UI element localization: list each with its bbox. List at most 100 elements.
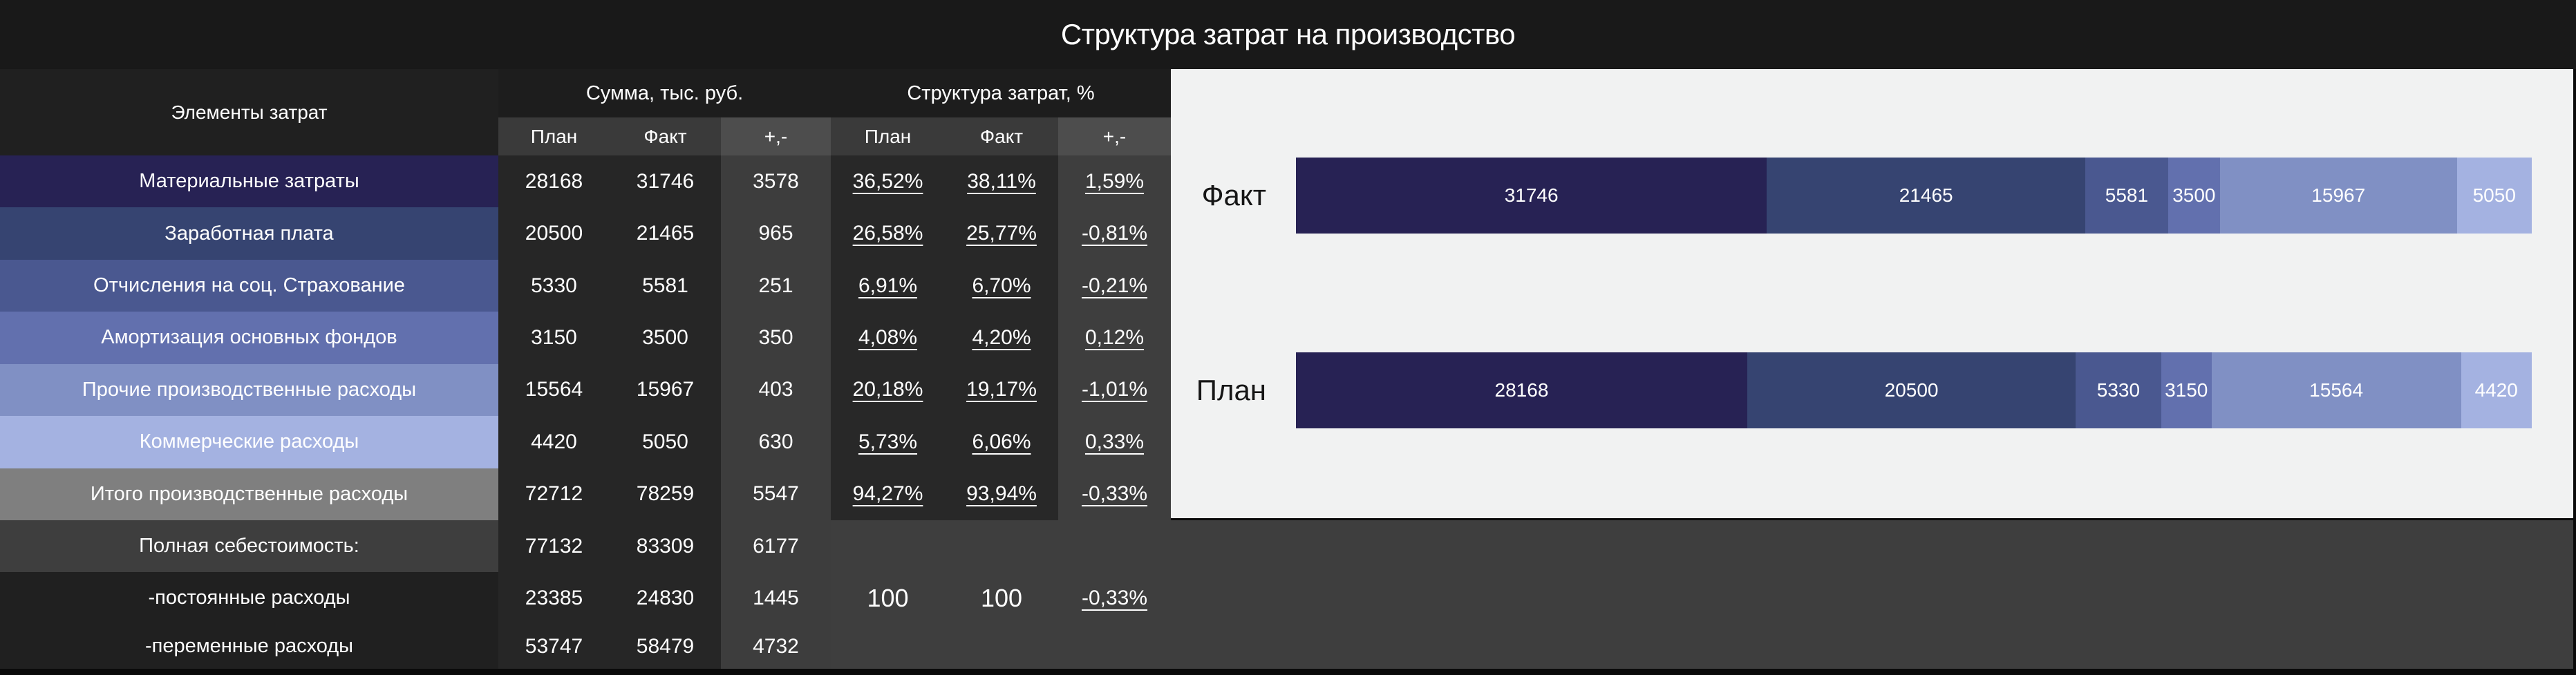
cell-delta: 3578	[721, 155, 831, 208]
table-header: Элементы затрат Сумма, тыс. руб. План Фа…	[0, 69, 1171, 155]
cell-plan: 5330	[498, 259, 610, 312]
totals-rows: Полная себестоимость: 77132 83309 6177 -пост…	[0, 520, 2573, 669]
cell-plan-percent[interactable]: 94,27%	[831, 468, 945, 520]
cell-fact-percent[interactable]: 38,11%	[945, 155, 1058, 208]
cell-plan-percent[interactable]: 36,52%	[831, 155, 945, 208]
cell-fact-percent[interactable]: 19,17%	[945, 363, 1058, 417]
cell-delta: 350	[721, 312, 831, 364]
bar-segment[interactable]: 20500	[1747, 352, 2076, 428]
bar-row-plan: План 28168 20500 5330 3150 15564 4420	[1171, 352, 2573, 428]
totals-row-label: Полная себестоимость:	[139, 535, 359, 557]
cell-delta-percent[interactable]: -0,21%	[1058, 259, 1171, 312]
bar-track-plan: 28168 20500 5330 3150 15564 4420	[1296, 352, 2532, 428]
cell-delta-percent[interactable]: 0,33%	[1058, 416, 1171, 468]
totals-row-label: -постоянные расходы	[0, 572, 498, 624]
total-delta-percent[interactable]: -0,33%	[1081, 586, 1148, 609]
table-row: Амортизация основных фондов 3150 3500 350 4,…	[0, 312, 1171, 364]
page-title: Структура затрат на производство	[1060, 18, 1516, 50]
row-label: Амортизация основных фондов	[0, 312, 498, 364]
cell-fact: 15967	[610, 363, 721, 417]
cell-delta-percent[interactable]: 1,59%	[1058, 155, 1171, 208]
totals-row: Полная себестоимость: 77132 83309 6177	[0, 520, 2573, 572]
cell-plan-percent[interactable]: 20,18%	[831, 363, 945, 417]
cell-fact: 21465	[610, 207, 721, 260]
bar-segment[interactable]: 3150	[2161, 352, 2212, 428]
cell-delta: 403	[721, 363, 831, 417]
group-header-sum: Сумма, тыс. руб.	[498, 69, 831, 117]
bar-segment[interactable]: 28168	[1296, 352, 1747, 428]
table-row: Заработная плата 20500 21465 965 26,58% 25,77…	[0, 207, 1171, 260]
column-group-structure: Структура затрат, % План Факт +,-	[831, 69, 1171, 155]
subheader-delta: +,-	[721, 117, 831, 155]
bar-segment[interactable]: 31746	[1296, 158, 1767, 234]
column-group-sum: Сумма, тыс. руб. План Факт +,-	[498, 69, 831, 155]
bar-category-label-plan: План	[1196, 374, 1266, 406]
subheader-fact: Факт	[610, 117, 721, 155]
bar-segment[interactable]: 15564	[2211, 352, 2461, 428]
cell-delta: 4732	[721, 624, 831, 669]
cell-delta-percent[interactable]: -0,33%	[1058, 468, 1171, 520]
cell-fact: 83309	[610, 520, 721, 572]
bar-segment[interactable]: 5050	[2456, 158, 2532, 234]
table-row: Прочие производственные расходы 15564 1596…	[0, 363, 1171, 417]
cell-delta-percent[interactable]: -1,01%	[1058, 363, 1171, 417]
cell-fact-percent[interactable]: 6,70%	[945, 259, 1058, 312]
totals-row: -постоянные расходы 23385 24830 1445	[0, 572, 2573, 624]
total-fact-percent: 100	[980, 583, 1023, 612]
cell-delta-percent[interactable]: 0,12%	[1058, 312, 1171, 364]
bar-segment[interactable]: 4420	[2461, 352, 2532, 428]
table-row: Отчисления на соц. Страхование 5330 5581 25…	[0, 259, 1171, 312]
cell-delta: 5547	[721, 468, 831, 520]
cost-table: Элементы затрат Сумма, тыс. руб. План Фа…	[0, 69, 1171, 520]
cell-plan-percent[interactable]: 6,91%	[831, 259, 945, 312]
bar-segment[interactable]: 5581	[2085, 158, 2168, 234]
totals-percent-cells: 100 100 -0,33%	[831, 572, 1171, 624]
row-label: Коммерческие расходы	[0, 416, 498, 468]
cell-fact: 5050	[610, 416, 721, 468]
bar-category-label-fact: Факт	[1201, 179, 1266, 211]
bar-segment[interactable]: 5330	[2076, 352, 2161, 428]
cell-plan-percent[interactable]: 26,58%	[831, 207, 945, 260]
bar-segment[interactable]: 21465	[1767, 158, 2086, 234]
row-label: Отчисления на соц. Страхование	[0, 259, 498, 312]
cell-plan-percent[interactable]: 4,08%	[831, 312, 945, 364]
row-label: Итого производственные расходы	[0, 468, 498, 520]
bar-segment[interactable]: 3500	[2168, 158, 2220, 234]
subheader-plan-pct: План	[831, 117, 945, 155]
row-label: Заработная плата	[0, 207, 498, 260]
cell-plan-percent[interactable]: 5,73%	[831, 416, 945, 468]
cell-delta: 1445	[721, 572, 831, 624]
cell-fact-percent[interactable]: 4,20%	[945, 312, 1058, 364]
subheader-row-sum: План Факт +,-	[498, 117, 831, 155]
column-header-elements: Элементы затрат	[0, 69, 498, 155]
cell-fact: 24830	[610, 572, 721, 624]
bar-segment[interactable]: 15967	[2219, 158, 2457, 234]
cell-plan: 15564	[498, 363, 610, 417]
cell-delta: 6177	[721, 520, 831, 572]
subheader-fact-pct: Факт	[945, 117, 1058, 155]
cell-delta: 251	[721, 259, 831, 312]
subheader-row-structure: План Факт +,-	[831, 117, 1171, 155]
cell-plan: 28168	[498, 155, 610, 208]
cell-delta: 630	[721, 416, 831, 468]
cell-fact: 3500	[610, 312, 721, 364]
table-row: Материальные затраты 28168 31746 3578 36,52%…	[0, 155, 1171, 208]
cell-plan: 3150	[498, 312, 610, 364]
title-bar: Структура затрат на производство	[0, 0, 2576, 69]
cell-plan: 20500	[498, 207, 610, 260]
group-header-structure: Структура затрат, %	[831, 69, 1171, 117]
bar-row-fact: Факт 31746 21465 5581 3500 15967 5050	[1171, 158, 2573, 234]
row-label: Материальные затраты	[0, 155, 498, 208]
cell-fact: 78259	[610, 468, 721, 520]
cell-fact-percent[interactable]: 6,06%	[945, 416, 1058, 468]
subheader-delta-pct: +,-	[1058, 117, 1171, 155]
table-row: Коммерческие расходы 4420 5050 630 5,73% 6,06…	[0, 416, 1171, 468]
cell-fact-percent[interactable]: 25,77%	[945, 207, 1058, 260]
cell-delta-percent[interactable]: -0,81%	[1058, 207, 1171, 260]
table-row: Итого производственные расходы 72712 78259…	[0, 468, 1171, 520]
cell-fact: 31746	[610, 155, 721, 208]
cell-fact-percent[interactable]: 93,94%	[945, 468, 1058, 520]
cell-fact: 58479	[610, 624, 721, 669]
cell-plan: 53747	[498, 624, 610, 669]
